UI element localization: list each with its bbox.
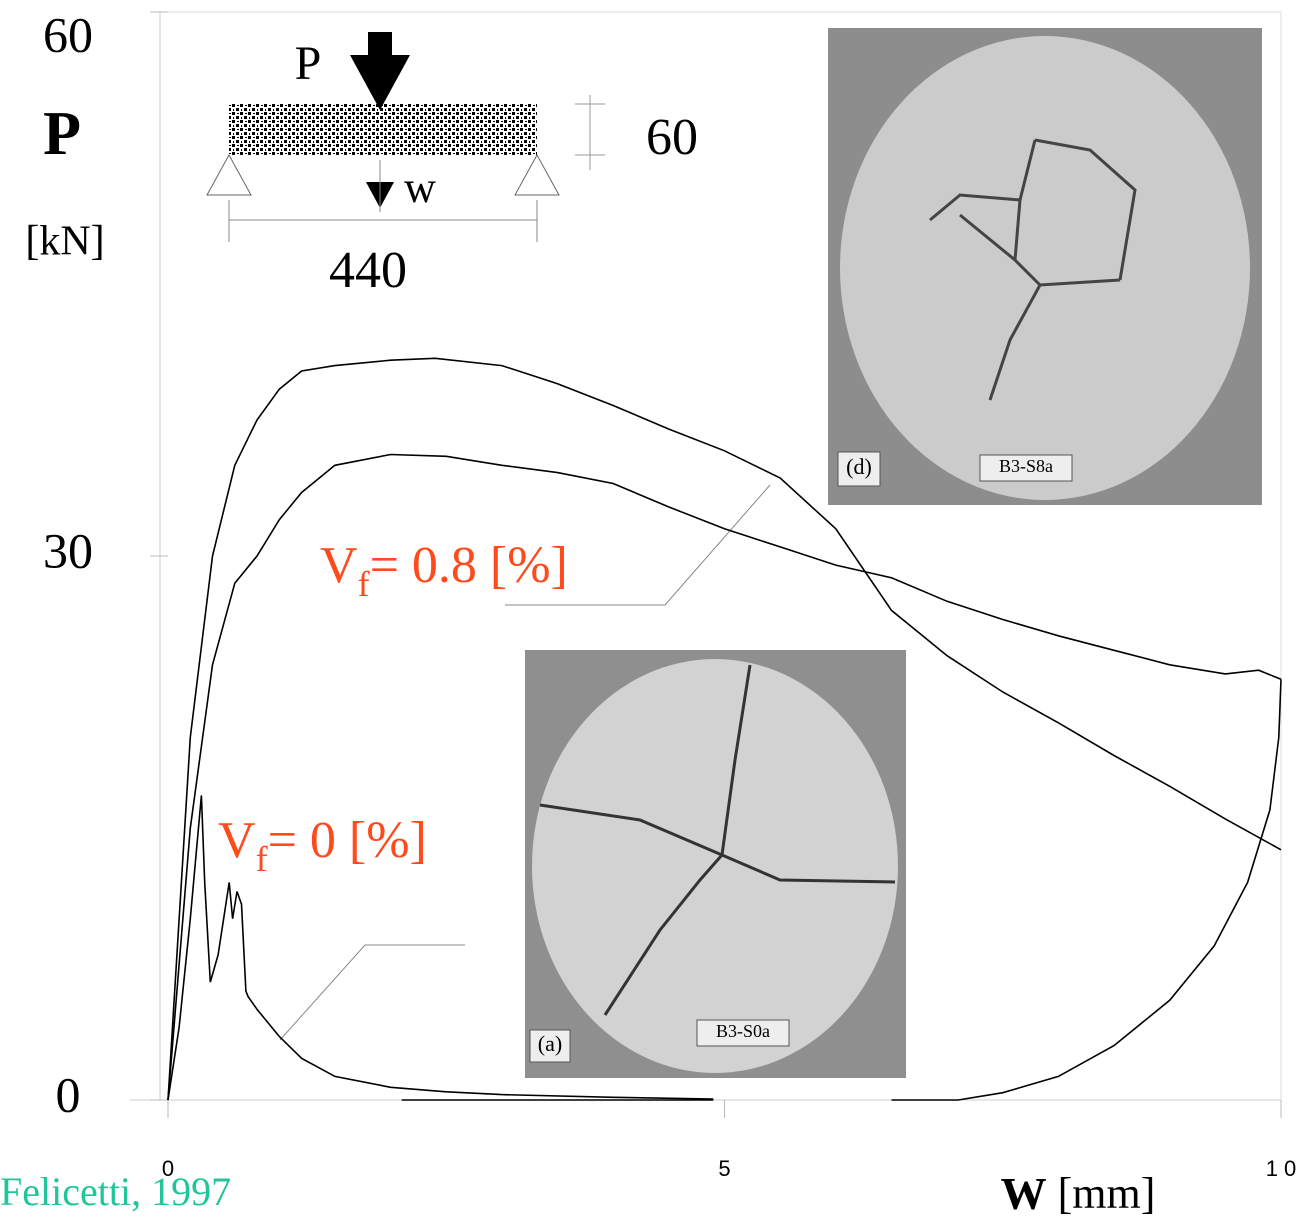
annotation-text: = 0.8 [%] xyxy=(370,537,568,594)
span-label: 440 xyxy=(329,242,407,299)
x-axis-symbol: W xyxy=(1001,1168,1047,1219)
data-line xyxy=(892,679,1282,1100)
chart: (d) B3-S8a (a) B3-S0a P w 60 440 P [kN] … xyxy=(0,0,1304,1226)
photo-specimen: B3-S0a xyxy=(716,1021,770,1041)
y-tick-label: 30 xyxy=(43,522,93,578)
x-tick-label: 1 0 xyxy=(1266,1156,1297,1181)
x-tick-label: 0 xyxy=(162,1156,174,1181)
leader-line xyxy=(280,945,465,1040)
y-axis-unit: [kN] xyxy=(25,219,104,265)
load-label: P xyxy=(295,37,322,90)
annotation-sub: f xyxy=(358,564,370,604)
annotation: Vf= 0 [%] xyxy=(218,812,427,879)
x-axis-unit: [mm] xyxy=(1058,1169,1156,1218)
beam-diagram: P w 60 440 xyxy=(207,32,698,299)
photo-panel: (d) xyxy=(846,454,872,479)
source: Felicetti, 1997 xyxy=(0,1169,231,1214)
photo-panel: (a) xyxy=(538,1031,562,1056)
annotation: Vf= 0.8 [%] xyxy=(320,537,568,604)
deflection-label: w xyxy=(404,163,436,212)
annotation-text: = 0 [%] xyxy=(268,812,427,869)
page: {"chart_data": { "type": "line", "y_labe… xyxy=(0,0,1304,1226)
annotation-main: V xyxy=(218,812,256,869)
depth-label: 60 xyxy=(646,109,698,166)
annotation-main: V xyxy=(320,537,358,594)
x-tick-label: 5 xyxy=(718,1156,730,1181)
photo-d: (d) B3-S8a xyxy=(828,28,1262,505)
x-axis-label: W [mm] xyxy=(1001,1168,1156,1219)
y-tick-label: 0 xyxy=(56,1066,81,1122)
y-axis-symbol: P xyxy=(43,100,81,168)
annotation-sub: f xyxy=(256,839,268,879)
photo-a: (a) B3-S0a xyxy=(525,650,906,1078)
y-tick-label: 60 xyxy=(43,6,93,62)
photo-specimen: B3-S8a xyxy=(999,456,1053,476)
